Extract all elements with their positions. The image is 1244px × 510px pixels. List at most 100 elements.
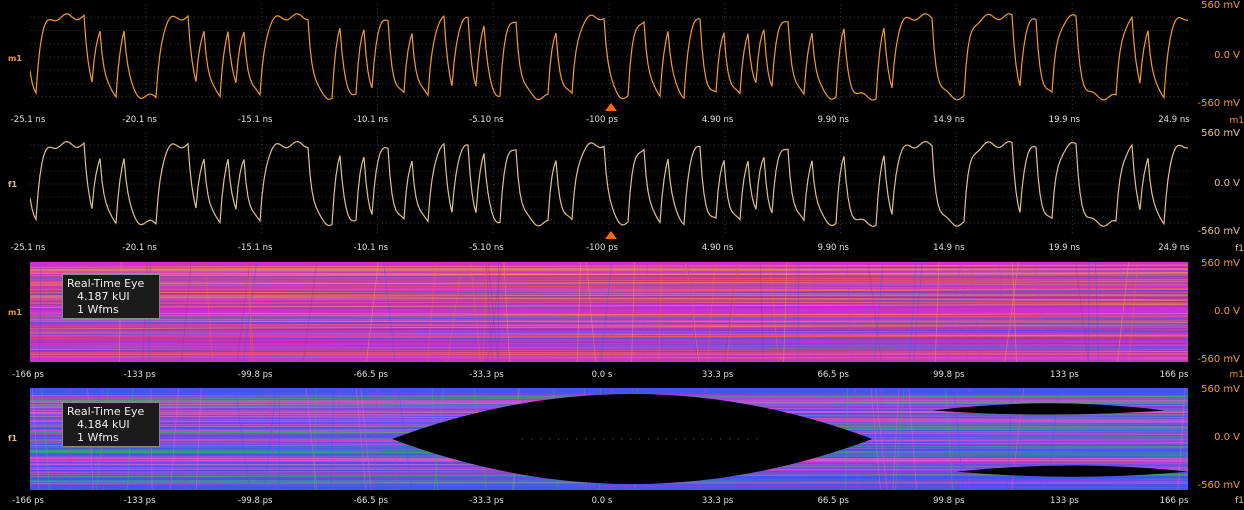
eye-crossing — [236, 262, 251, 362]
eye-crossing — [934, 262, 940, 362]
eye-crossing — [867, 262, 883, 362]
eye-crossing — [41, 388, 51, 490]
eye-crossing — [482, 262, 488, 362]
eye-trace — [30, 331, 1188, 334]
eye-trace — [30, 266, 1188, 270]
eye-crossing — [263, 388, 277, 490]
eye-trace — [30, 302, 1188, 306]
eye-crossing — [1128, 262, 1139, 362]
channel-tag-f1: f1 — [1235, 244, 1244, 254]
eye-crossing — [797, 262, 800, 362]
eye-crossing — [642, 262, 648, 362]
x-tick-label: 14.9 ns — [933, 243, 965, 253]
eye-crossing — [195, 388, 202, 490]
waveform-plot-f1[interactable] — [30, 132, 1188, 236]
channel-marker-m1[interactable]: m1 — [8, 54, 22, 63]
x-tick-label: -15.1 ns — [237, 243, 273, 253]
eye-crossing — [278, 388, 281, 490]
eye-plot-f1[interactable] — [30, 388, 1188, 490]
eye-trace — [30, 345, 1188, 348]
x-tick-label: 133 ps — [1050, 496, 1079, 506]
x-tick-label: 14.9 ns — [933, 115, 965, 125]
eye-crossing — [846, 262, 852, 362]
eye-crossing — [908, 262, 917, 362]
signal-trace — [30, 13, 1188, 101]
eye-trace — [30, 322, 1188, 324]
eye-trace — [30, 324, 1188, 330]
eye-info-ui: 4.184 kUI — [77, 418, 130, 431]
eye-crossing — [946, 262, 962, 362]
x-tick-label: -20.1 ns — [122, 115, 157, 125]
eye-opening — [392, 394, 873, 484]
channel-tag-f1: f1 — [1235, 496, 1244, 506]
waveform-trace-m1 — [30, 4, 1188, 110]
eye-trace — [30, 341, 1188, 344]
waveform-plot-m1[interactable] — [30, 4, 1188, 110]
eye-crossing — [470, 262, 481, 362]
eye-trace — [30, 307, 1188, 312]
y-label-mid: 0.0 V — [1214, 50, 1240, 61]
eye-crossing — [39, 262, 42, 362]
eye-trace — [30, 265, 1188, 270]
eye-crossing — [268, 388, 277, 490]
y-label-bottom: -560 mV — [1197, 98, 1240, 109]
x-axis-f1-waveform: -25.1 ns -20.1 ns -15.1 ns -10.1 ns -5.10 ns… — [0, 243, 1244, 257]
eye-crossing — [726, 262, 739, 362]
x-tick-label: 0.0 s — [591, 370, 613, 380]
y-axis-f1-waveform: 560 mV 0.0 V -560 mV — [1186, 128, 1240, 240]
eye-crossing — [961, 262, 969, 362]
y-label-mid: 0.0 V — [1214, 306, 1240, 317]
eye-trace — [30, 276, 1188, 279]
eye-crossing — [1095, 262, 1099, 362]
eye-plot-m1[interactable] — [30, 262, 1188, 362]
trigger-marker-icon[interactable] — [605, 103, 617, 111]
eye-crossing — [949, 388, 956, 490]
eye-trace — [30, 311, 1188, 314]
eye-trace — [30, 294, 1188, 297]
x-axis-f1-eye: -166 ps -133 ps -99.8 ps -66.5 ps -33.3 ps 0.… — [0, 496, 1244, 510]
eye-crossing — [1004, 262, 1019, 362]
eye-trace — [30, 392, 1188, 396]
channel-marker-f1[interactable]: f1 — [8, 180, 18, 189]
y-label-mid: 0.0 V — [1214, 178, 1240, 189]
eye-info-box-m1[interactable]: Real-Time Eye 4.187 kUI 1 Wfms — [62, 274, 160, 319]
x-axis-m1-eye: -166 ps -133 ps -99.8 ps -66.5 ps -33.3 ps 0.… — [0, 370, 1244, 384]
waveform-trace-f1 — [30, 132, 1188, 236]
y-label-bottom: -560 mV — [1197, 480, 1240, 491]
eye-crossing — [892, 388, 900, 490]
x-tick-label: 66.5 ps — [817, 496, 849, 506]
eye-crossing — [658, 262, 663, 362]
x-tick-label: 66.5 ps — [817, 370, 849, 380]
eye-diagram-f1 — [30, 388, 1188, 490]
eye-crossing — [759, 262, 764, 362]
eye-crossing — [426, 262, 437, 362]
eye-crossing — [383, 262, 396, 362]
eye-trace — [30, 296, 1188, 301]
eye-crossing — [880, 388, 888, 490]
eye-info-title: Real-Time Eye — [67, 405, 145, 418]
eye-crossing — [968, 388, 971, 490]
y-label-top: 560 mV — [1201, 258, 1240, 269]
channel-marker-f1[interactable]: f1 — [8, 434, 18, 443]
x-tick-label: 166 ps — [1159, 370, 1189, 380]
channel-marker-m1[interactable]: m1 — [8, 308, 22, 317]
y-label-mid: 0.0 V — [1214, 432, 1240, 443]
y-label-top: 560 mV — [1201, 128, 1240, 139]
x-tick-label: -99.8 ps — [237, 370, 273, 380]
eye-crossing — [331, 388, 341, 490]
eye-trace — [30, 483, 1188, 489]
eye-trace — [30, 268, 1188, 271]
x-tick-label: -20.1 ns — [122, 243, 157, 253]
x-tick-label: 33.3 ps — [701, 370, 734, 380]
x-tick-label: 99.8 ps — [933, 370, 965, 380]
x-tick-label: 19.9 ns — [1048, 115, 1081, 125]
eye-crossing — [170, 388, 180, 490]
eye-info-box-f1[interactable]: Real-Time Eye 4.184 kUI 1 Wfms — [62, 402, 160, 447]
eye-crossing — [631, 262, 635, 362]
trigger-marker-icon[interactable] — [605, 231, 617, 239]
eye-trace — [30, 328, 1188, 332]
eye-crossing — [791, 262, 797, 362]
eye-crossing — [487, 262, 499, 362]
eye-crossing — [1075, 262, 1089, 362]
eye-crossing — [999, 262, 1005, 362]
